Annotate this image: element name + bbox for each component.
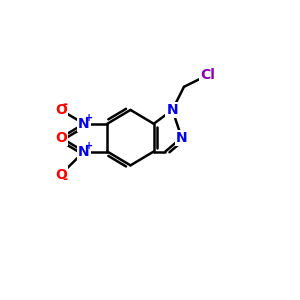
Text: -: - xyxy=(62,173,68,186)
Text: N: N xyxy=(167,103,178,117)
Text: O: O xyxy=(55,130,67,145)
Text: N: N xyxy=(78,145,90,158)
Text: N: N xyxy=(176,130,188,145)
Text: -: - xyxy=(62,98,68,111)
Text: O: O xyxy=(55,130,67,145)
Text: O: O xyxy=(55,103,67,117)
Text: +: + xyxy=(85,141,93,151)
Text: N: N xyxy=(78,117,90,131)
Text: O: O xyxy=(55,168,67,182)
Text: +: + xyxy=(85,113,93,123)
Text: Cl: Cl xyxy=(200,68,215,82)
